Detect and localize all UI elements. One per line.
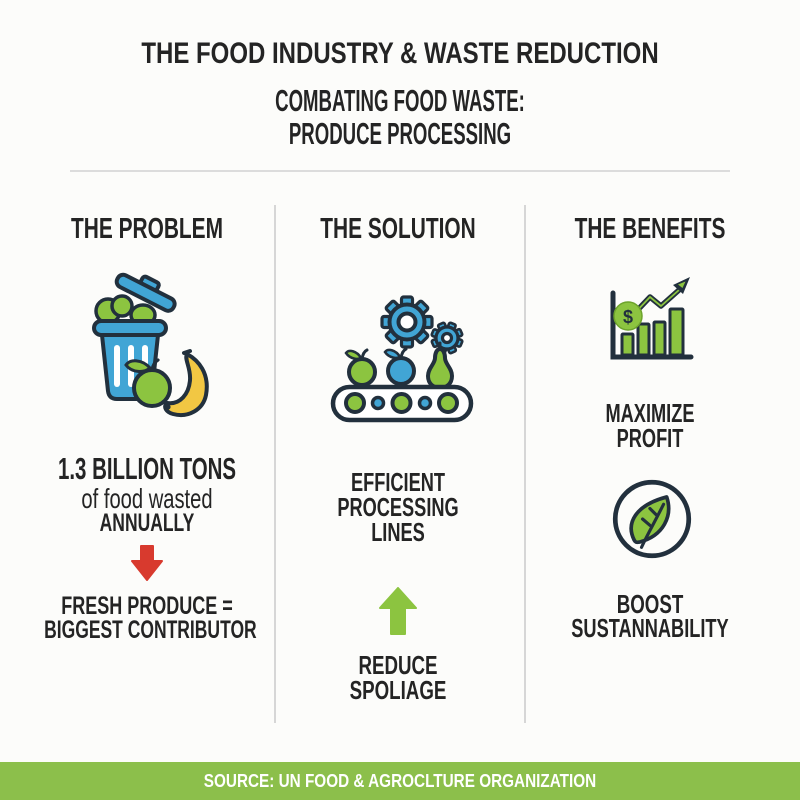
apple (124, 358, 172, 408)
benefit1-line1: MAXIMIZE (605, 398, 695, 428)
source-footer-bar: SOURCE: UN FOOD & AGROCLTURE ORGANIZATIO… (0, 762, 800, 800)
page-title: THE FOOD INDUSTRY & WASTE REDUCTION (141, 37, 659, 70)
conveyor-rollers (344, 392, 459, 414)
solution-note-line1: REDUCE (358, 650, 438, 680)
problem-note-line1: FRESH PRODUCE = (61, 592, 233, 620)
subtitle-line-1: COMBATING FOOD WASTE: (275, 83, 525, 118)
leaf-shape (629, 495, 671, 545)
chart-bars (620, 307, 685, 357)
trash-lid (114, 272, 177, 313)
leaf-veins (639, 502, 666, 549)
benefit2-line1: BOOST (616, 589, 684, 619)
problem-stat-caption: of food wasted (81, 483, 213, 514)
red-down-arrow-icon (131, 545, 163, 581)
source-text: SOURCE: UN FOOD & AGROCLTURE ORGANIZATIO… (203, 771, 597, 791)
sustainability-leaf-icon (612, 479, 692, 559)
processing-line-icon (330, 295, 474, 423)
trash-rim (92, 319, 168, 337)
chart-axes (610, 290, 694, 360)
profit-chart-icon: $ (610, 277, 694, 360)
column-divider-2 (524, 205, 526, 723)
subtitle-line-2: PRODUCE PROCESSING (288, 116, 512, 151)
dollar-circle: $ (613, 301, 643, 331)
problem-note-line2: BIGGEST CONTRIBUTOR (44, 616, 257, 644)
solution-label-line3: LINES (371, 517, 425, 547)
benefit2-line2: SUSTANNABILITY (571, 613, 729, 643)
leaf-circle-outline (612, 479, 692, 559)
solution-note-line2: SPOLIAGE (349, 675, 447, 705)
problem-stat-value: 1.3 BILLION TONS (57, 451, 237, 486)
trash-can-with-produce-icon (92, 272, 209, 417)
solution-label-line1: EFFICIENT (350, 467, 446, 497)
banana (163, 349, 209, 417)
large-gear (380, 295, 434, 349)
green-apple (344, 348, 377, 387)
growth-arrow (628, 277, 690, 320)
blue-apple (383, 347, 416, 386)
benefits-heading: THE BENEFITS (574, 213, 726, 245)
problem-stat-annually: ANNUALLY (99, 509, 195, 537)
problem-heading: THE PROBLEM (71, 213, 223, 245)
column-divider-1 (274, 205, 276, 723)
header-divider-line (70, 170, 730, 172)
green-up-arrow-icon (379, 587, 417, 635)
solution-heading: THE SOLUTION (320, 213, 476, 245)
solution-label-line2: PROCESSING (337, 492, 459, 522)
dollar-sign: $ (623, 307, 633, 327)
benefit1-line2: PROFIT (616, 423, 684, 453)
